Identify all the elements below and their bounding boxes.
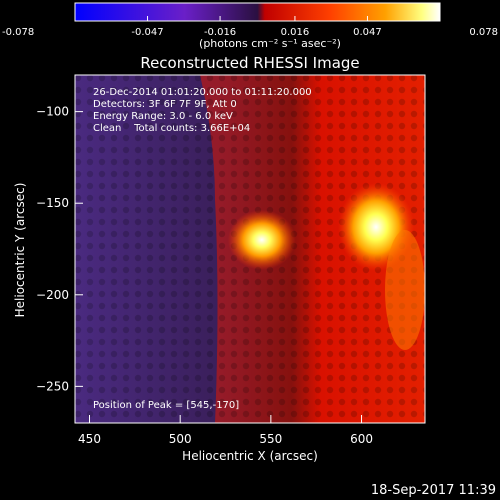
colorbar-tick-label: -0.078 — [2, 27, 34, 38]
footer-timestamp: 18-Sep-2017 11:39 — [371, 483, 496, 498]
plot-frame — [74, 74, 426, 424]
peak-position-label: Position of Peak = [545,-170] — [93, 400, 239, 411]
y-axis-label: Heliocentric Y (arcsec) — [13, 183, 27, 318]
info-line-clean: Clean Total counts: 3.66E+04 — [93, 123, 250, 134]
x-tick-label: 600 — [350, 432, 373, 446]
info-line-energy: Energy Range: 3.0 - 6.0 keV — [93, 111, 233, 122]
colorbar-unit-label: (photons cm⁻² s⁻¹ asec⁻²) — [199, 37, 341, 50]
x-axis-label: Heliocentric X (arcsec) — [182, 449, 318, 463]
y-tick-label: −250 — [36, 379, 69, 393]
observation-info: 26-Dec-2014 01:01:20.000 to 01:11:20.000… — [93, 87, 312, 134]
colorbar-tick-label: 0.047 — [353, 27, 382, 38]
colorbar-ticks: -0.078 -0.047 -0.016 0.016 0.047 0.078 — [2, 16, 498, 38]
hard-xray-source-1 — [227, 209, 296, 270]
diffuse-emission — [385, 230, 425, 350]
rhessi-image — [75, 75, 425, 423]
y-tick-label: −200 — [36, 288, 69, 302]
x-axis-ticks: 450 500 550 600 — [78, 415, 373, 446]
info-line-detectors: Detectors: 3F 6F 7F 9F, Att 0 — [93, 99, 237, 110]
colorbar-gradient — [74, 2, 441, 22]
y-axis-ticks: −100 −150 −200 −250 — [36, 105, 83, 393]
x-tick-label: 450 — [78, 432, 101, 446]
colorbar-tick-label: -0.016 — [204, 27, 236, 38]
colorbar-tick-label: 0.016 — [281, 27, 310, 38]
colorbar: -0.078 -0.047 -0.016 0.016 0.047 0.078 (photo… — [2, 2, 498, 50]
info-line-time: 26-Dec-2014 01:01:20.000 to 01:11:20.000 — [93, 87, 312, 98]
y-tick-label: −100 — [36, 105, 69, 119]
image-title: Reconstructed RHESSI Image — [140, 54, 359, 72]
colorbar-tick-label: 0.078 — [469, 27, 498, 38]
x-tick-label: 550 — [259, 432, 282, 446]
y-tick-label: −150 — [36, 196, 69, 210]
colorbar-tick-label: -0.047 — [131, 27, 163, 38]
x-tick-label: 500 — [169, 432, 192, 446]
